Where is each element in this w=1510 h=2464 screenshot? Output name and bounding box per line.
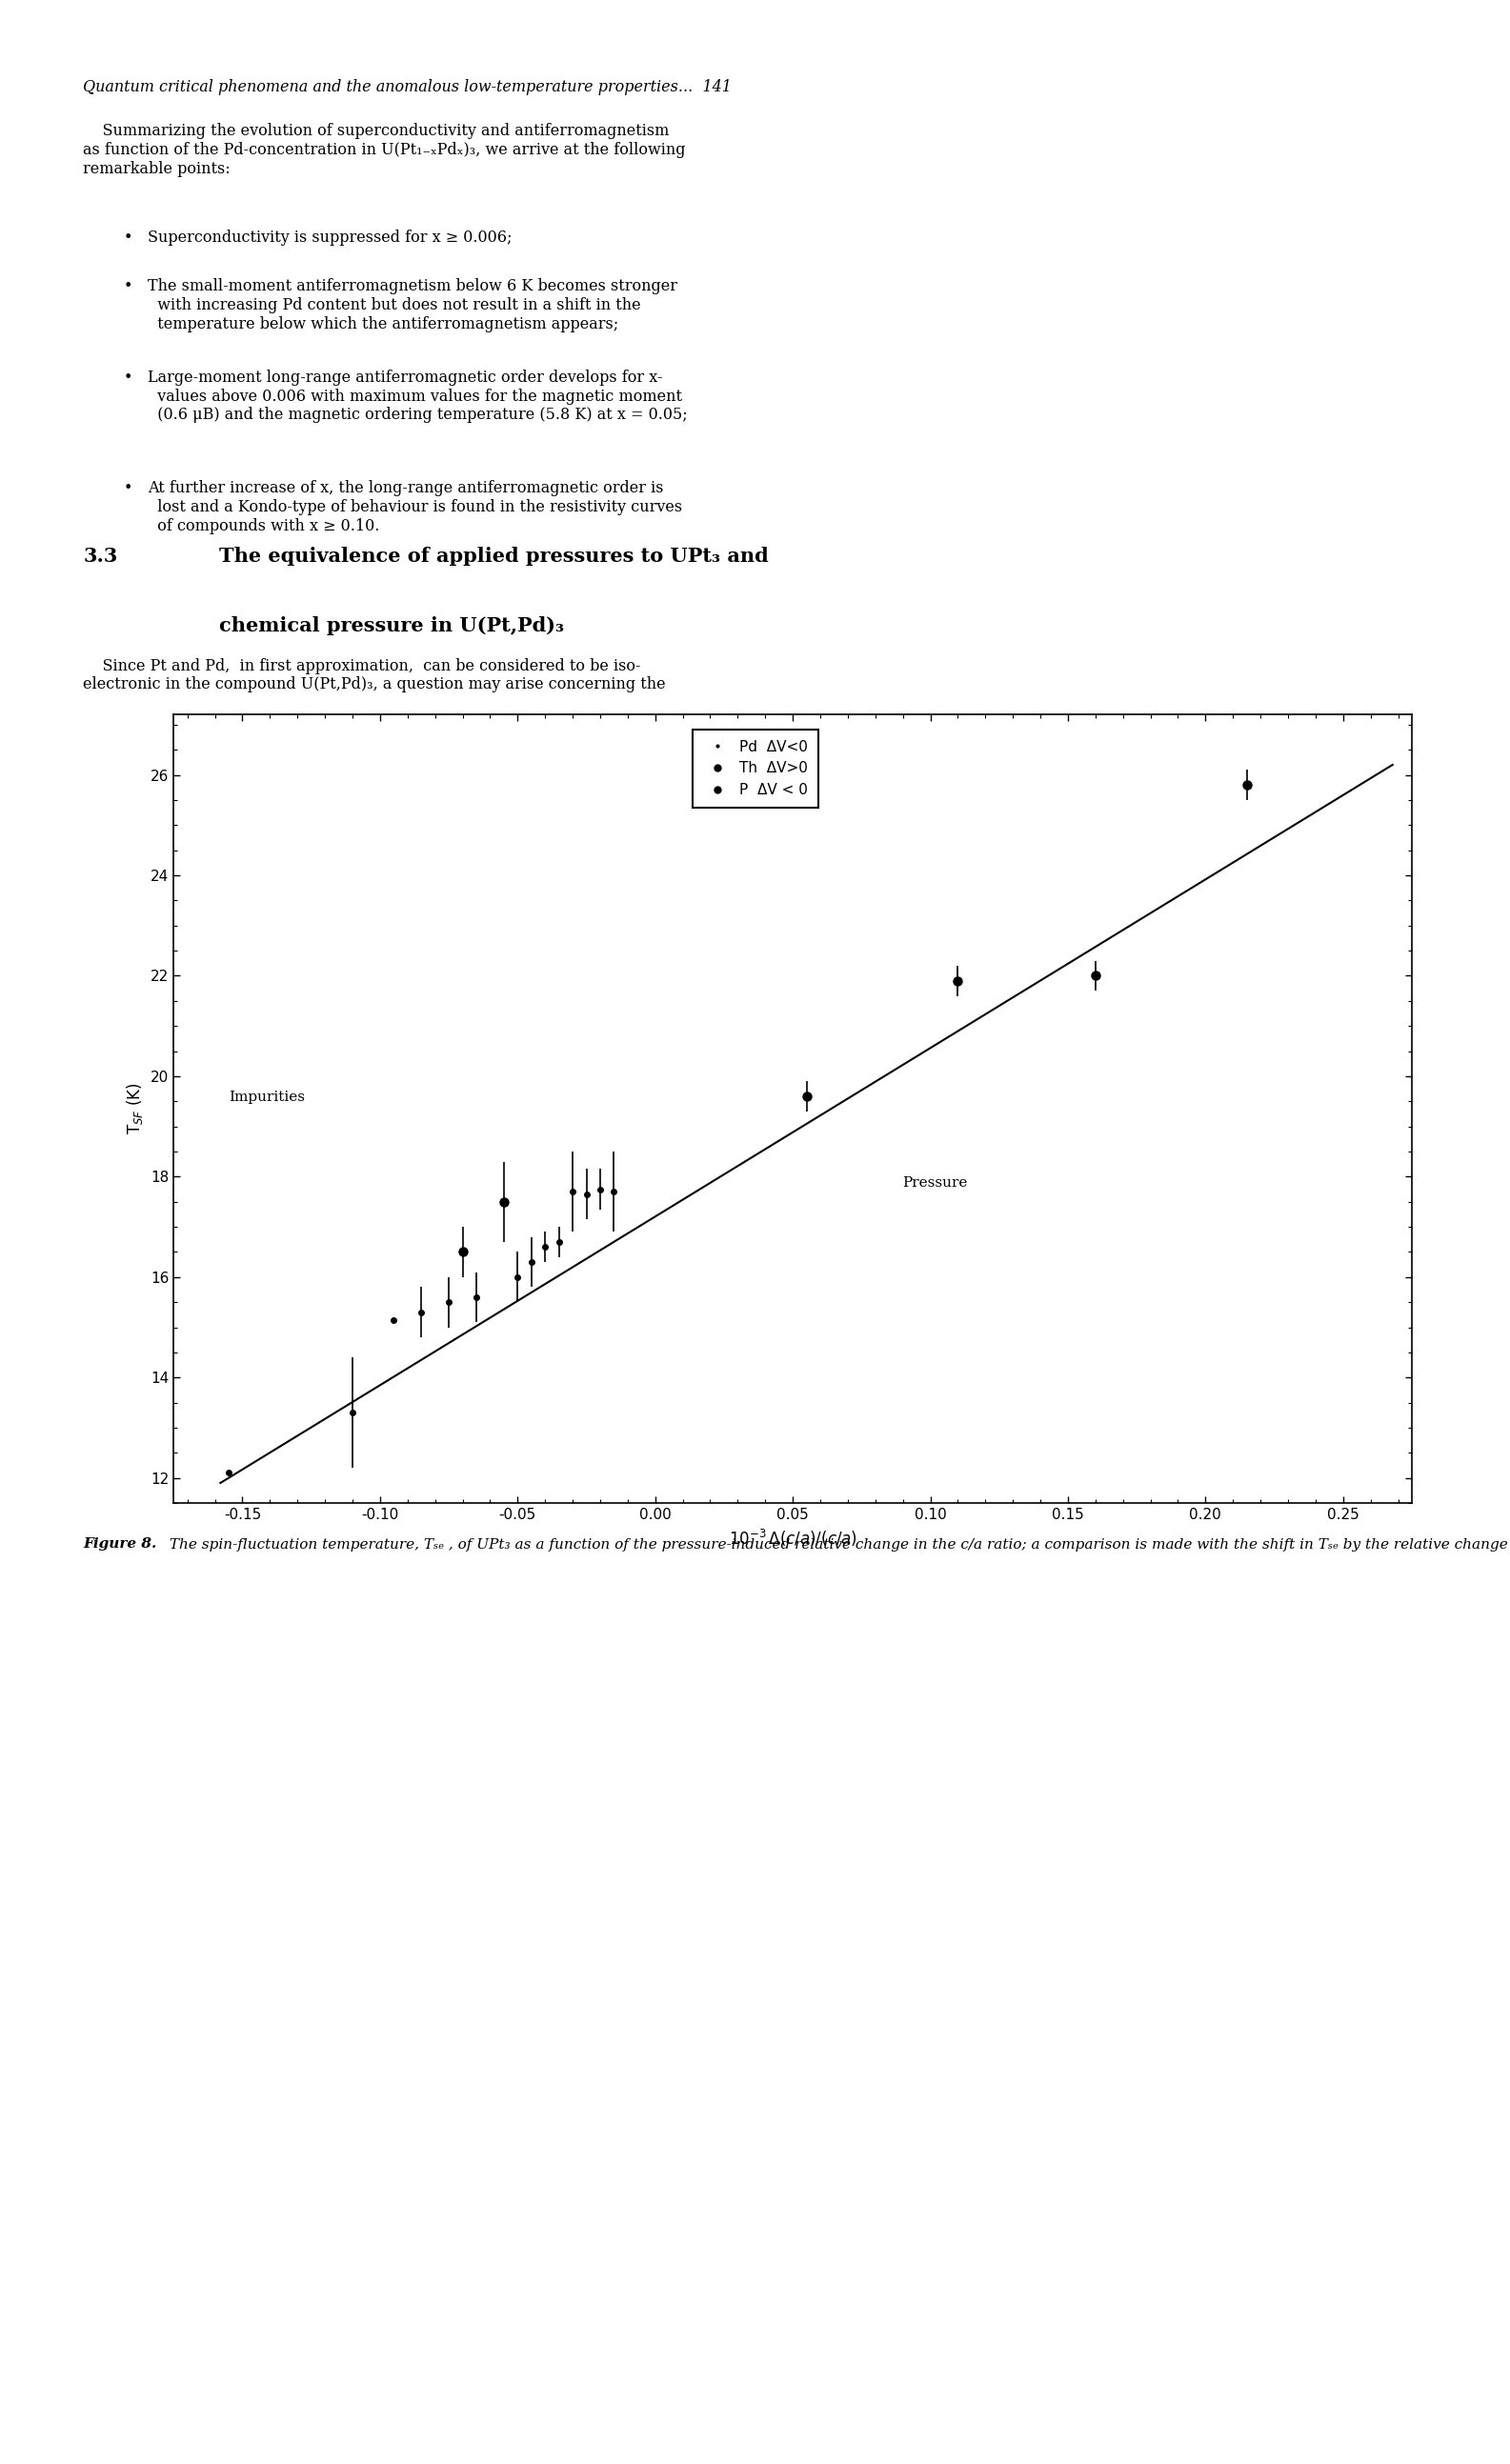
Text: Superconductivity is suppressed for x ≥ 0.006;: Superconductivity is suppressed for x ≥ … — [148, 229, 512, 246]
Text: Since Pt and Pd,  in first approximation,  can be considered to be iso-
electron: Since Pt and Pd, in first approximation,… — [83, 658, 666, 692]
Text: The equivalence of applied pressures to UPt₃ and: The equivalence of applied pressures to … — [219, 547, 769, 567]
Text: Quantum critical phenomena and the anomalous low-temperature properties...  141: Quantum critical phenomena and the anoma… — [83, 79, 732, 96]
Text: The small-moment antiferromagnetism below 6 K becomes stronger
  with increasing: The small-moment antiferromagnetism belo… — [148, 278, 678, 333]
Text: Impurities: Impurities — [228, 1092, 305, 1104]
Text: Summarizing the evolution of superconductivity and antiferromagnetism
as functio: Summarizing the evolution of superconduc… — [83, 123, 686, 177]
Y-axis label: T$_{SF}$ (K): T$_{SF}$ (K) — [125, 1082, 145, 1136]
Text: •: • — [124, 480, 133, 498]
X-axis label: $10^{-3}\,\Delta(c/a)/(c/a)$: $10^{-3}\,\Delta(c/a)/(c/a)$ — [728, 1528, 858, 1547]
Text: 3.3: 3.3 — [83, 547, 118, 567]
Text: •: • — [124, 229, 133, 246]
Text: The spin-fluctuation temperature, Tₛₑ , of UPt₃ as a function of the pressure-in: The spin-fluctuation temperature, Tₛₑ , … — [165, 1538, 1510, 1552]
Text: Figure 8.: Figure 8. — [83, 1538, 157, 1550]
Text: •: • — [124, 370, 133, 387]
Text: Large-moment long-range antiferromagnetic order develops for x-
  values above 0: Large-moment long-range antiferromagneti… — [148, 370, 689, 424]
Text: •: • — [124, 278, 133, 296]
Text: chemical pressure in U(Pt,Pd)₃: chemical pressure in U(Pt,Pd)₃ — [219, 616, 563, 636]
Text: Pressure: Pressure — [903, 1175, 968, 1190]
Legend: Pd  ΔV<0, Th  ΔV>0, P  ΔV < 0: Pd ΔV<0, Th ΔV>0, P ΔV < 0 — [693, 729, 818, 808]
Text: At further increase of x, the long-range antiferromagnetic order is
  lost and a: At further increase of x, the long-range… — [148, 480, 683, 535]
